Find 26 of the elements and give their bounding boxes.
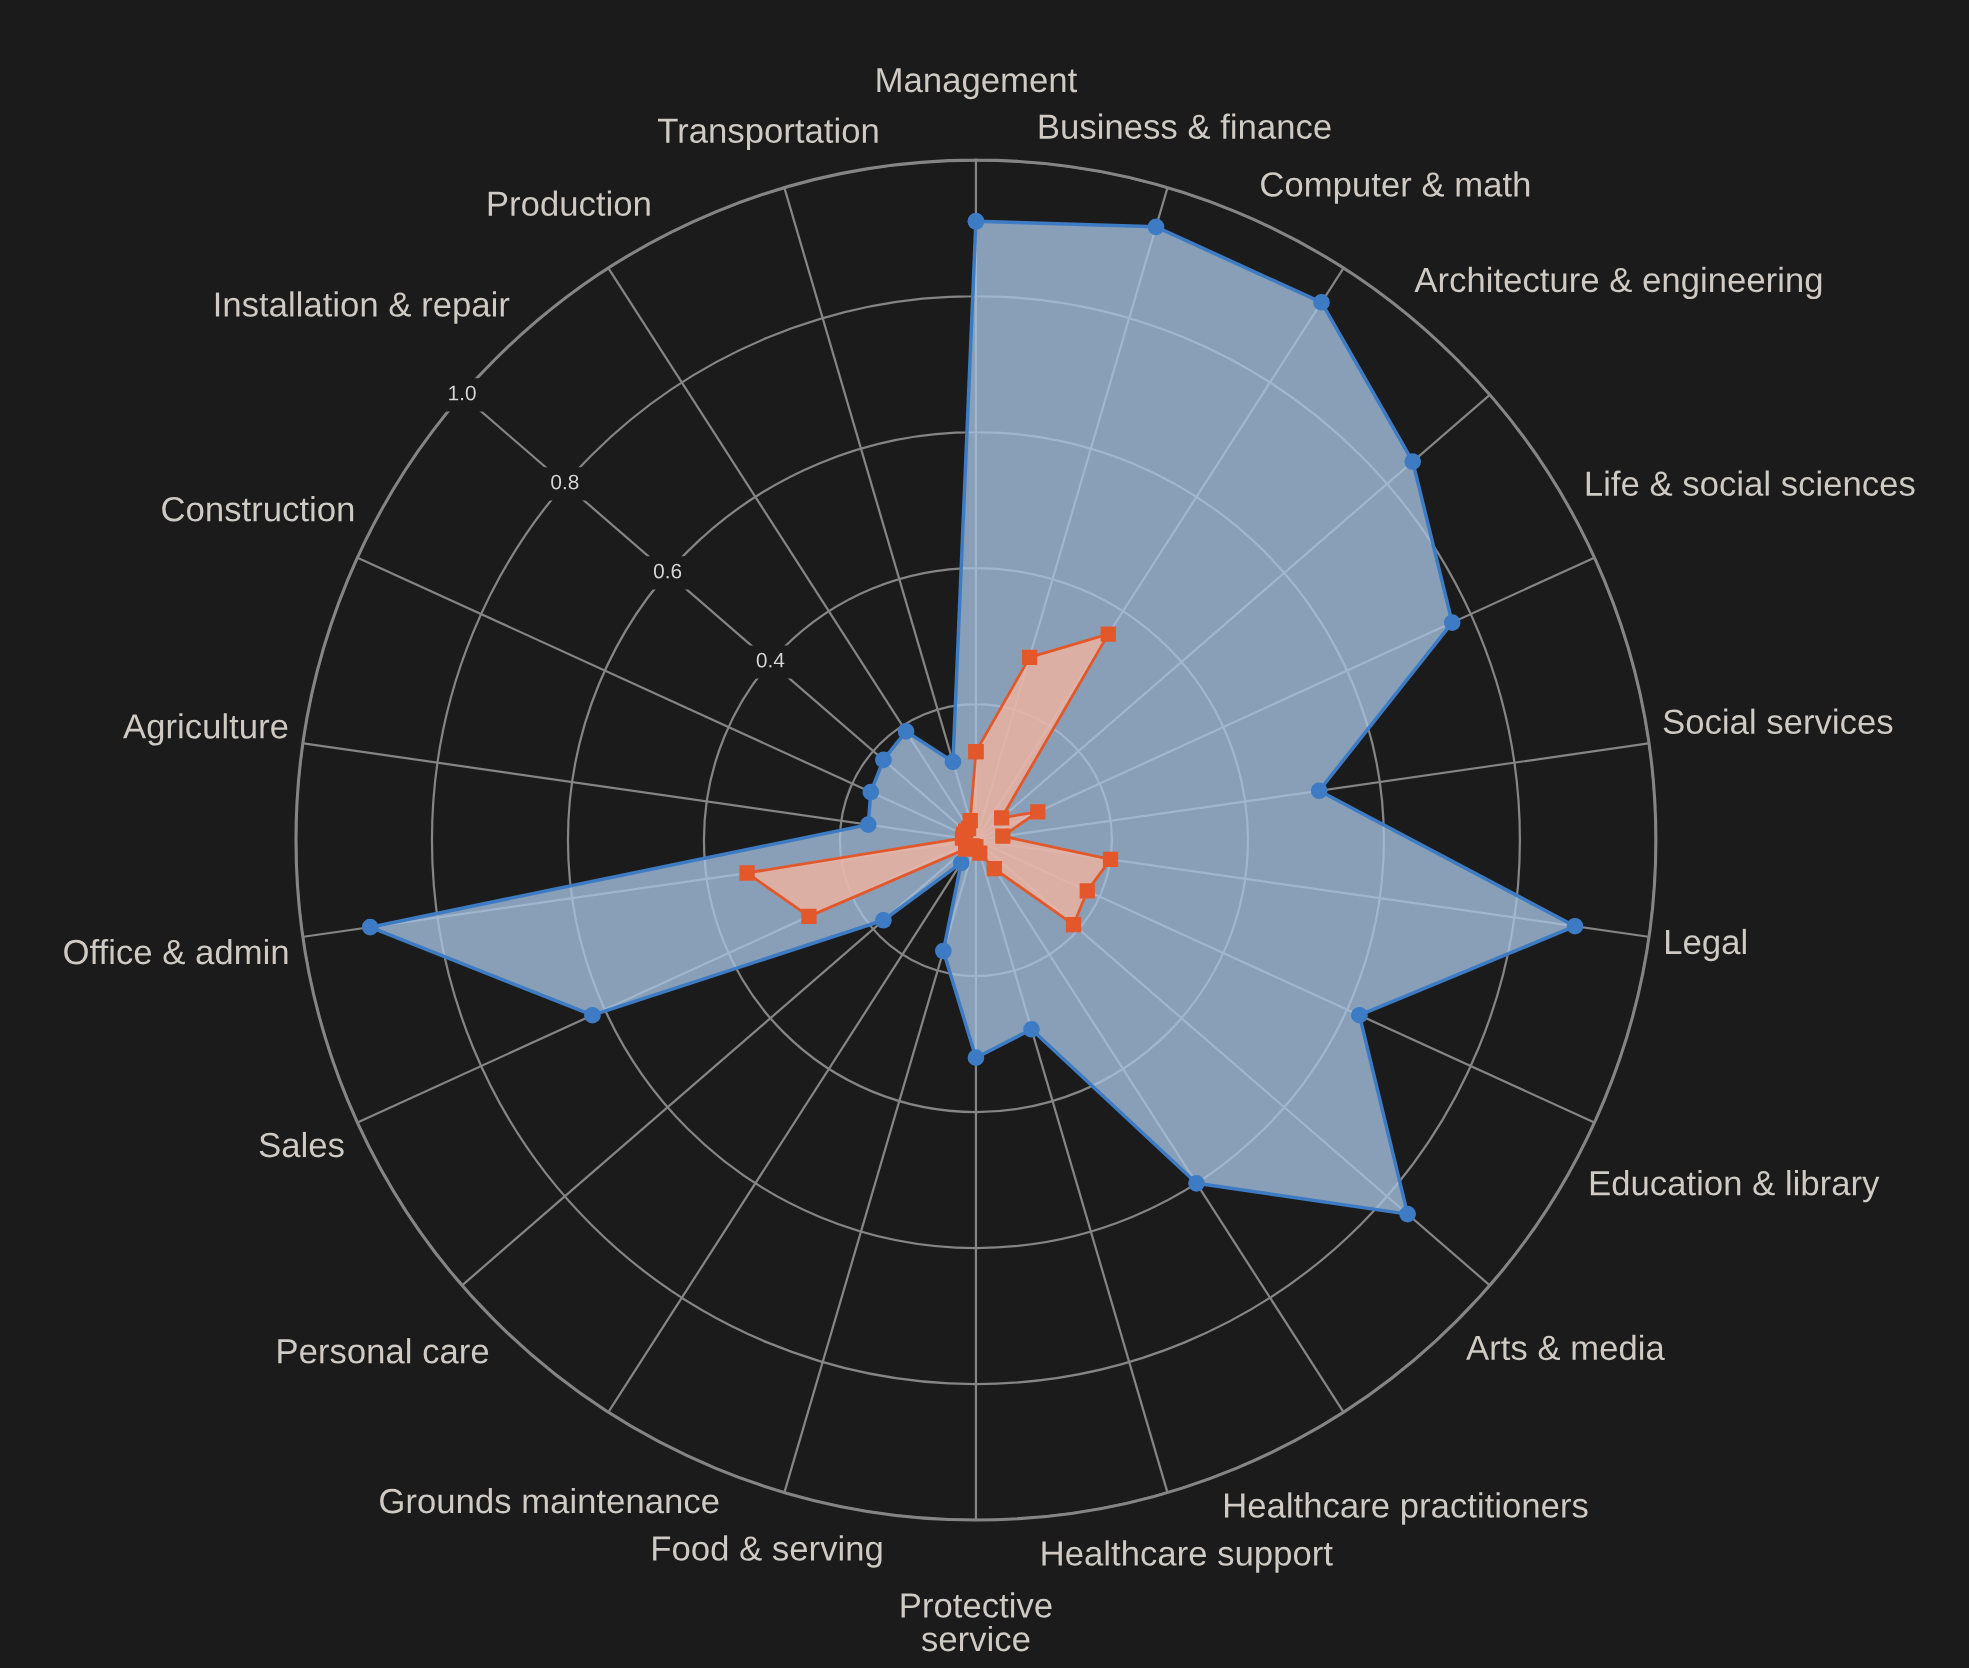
spoke-label: Office & admin	[64, 938, 288, 965]
spoke-label: Protective service	[901, 1592, 1052, 1652]
spoke-label: Healthcare support	[1042, 1540, 1333, 1573]
spoke-label: Arts & media	[1466, 1334, 1665, 1361]
spoke-label: Social services	[1663, 708, 1893, 735]
spoke-label: Transportation	[658, 117, 878, 150]
spoke-label: Education & library	[1590, 1169, 1880, 1203]
spoke-label: Construction	[162, 496, 354, 522]
y-tick-label: 1.0	[449, 385, 476, 401]
spoke-label: Sales	[259, 1131, 344, 1158]
y-tick-label: 0.4	[756, 652, 785, 668]
spoke-label: Grounds maintenance	[380, 1487, 719, 1514]
spoke-label: Architecture & engineering	[1414, 266, 1822, 300]
spoke-label: Agriculture	[123, 713, 288, 746]
spoke-label: Production	[488, 190, 650, 217]
spoke-label: Management	[877, 68, 1078, 100]
spoke-label: Business & finance	[1039, 113, 1331, 140]
spoke-label: Life & social sciences	[1586, 470, 1915, 496]
y-tick-label: 0.8	[551, 474, 579, 490]
spoke-label: Computer & math	[1261, 171, 1530, 204]
spoke-label: Legal	[1666, 928, 1746, 962]
spoke-label: Personal care	[278, 1338, 489, 1364]
spoke-label: Food & serving	[653, 1535, 882, 1568]
spoke-label: Installation & repair	[215, 291, 510, 324]
y-tick-label: 0.6	[653, 563, 682, 579]
spoke-label: Healthcare practitioners	[1225, 1492, 1588, 1525]
